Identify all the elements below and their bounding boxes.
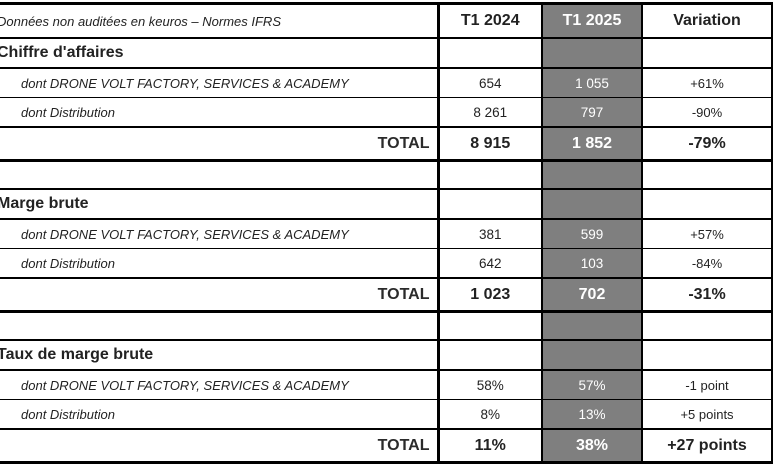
- value-t1-2025: 599: [541, 218, 643, 249]
- total-t1-2025: 38%: [541, 428, 643, 464]
- empty-cell: [641, 37, 773, 69]
- table-row: dont DRONE VOLT FACTORY, SERVICES & ACAD…: [0, 218, 773, 249]
- empty-cell: [437, 339, 543, 371]
- section-title-taux-marge-brute: Taux de marge brute: [0, 339, 440, 371]
- table-row: dont Distribution 8% 13% +5 points: [0, 399, 773, 430]
- value-variation: +57%: [641, 218, 773, 249]
- row-label: dont Distribution: [0, 97, 440, 128]
- total-label: TOTAL: [0, 277, 440, 313]
- total-t1-2024: 11%: [437, 428, 543, 464]
- table-row: dont Distribution 8 261 797 -90%: [0, 97, 773, 128]
- table-row: dont Distribution 642 103 -84%: [0, 248, 773, 279]
- total-t1-2024: 8 915: [437, 126, 543, 162]
- section-header-row: Taux de marge brute: [0, 339, 773, 371]
- empty-cell-highlight: [541, 188, 643, 220]
- value-t1-2024: 58%: [437, 369, 543, 400]
- meta-label: Données non auditées en keuros – Normes …: [0, 2, 440, 39]
- section-header-row: Chiffre d'affaires: [0, 37, 773, 69]
- table-row: dont DRONE VOLT FACTORY, SERVICES & ACAD…: [0, 67, 773, 98]
- empty-cell-highlight: [541, 311, 643, 341]
- col-header-t1-2025: T1 2025: [541, 2, 643, 39]
- empty-cell: [437, 311, 543, 341]
- empty-cell: [641, 160, 773, 190]
- row-label: dont DRONE VOLT FACTORY, SERVICES & ACAD…: [0, 369, 440, 400]
- empty-cell: [437, 188, 543, 220]
- value-t1-2024: 381: [437, 218, 543, 249]
- total-t1-2025: 1 852: [541, 126, 643, 162]
- row-label: dont Distribution: [0, 248, 440, 279]
- empty-cell: [641, 339, 773, 371]
- total-t1-2024: 1 023: [437, 277, 543, 313]
- row-label: dont Distribution: [0, 399, 440, 430]
- value-t1-2025: 13%: [541, 399, 643, 430]
- value-t1-2025: 57%: [541, 369, 643, 400]
- total-variation: +27 points: [641, 428, 773, 464]
- value-t1-2025: 103: [541, 248, 643, 279]
- col-header-variation: Variation: [641, 2, 773, 39]
- spacer-row: [0, 311, 773, 341]
- value-t1-2024: 8%: [437, 399, 543, 430]
- total-variation: -31%: [641, 277, 773, 313]
- total-label: TOTAL: [0, 428, 440, 464]
- total-row: TOTAL 1 023 702 -31%: [0, 277, 773, 313]
- empty-cell-highlight: [541, 160, 643, 190]
- empty-cell: [437, 37, 543, 69]
- col-header-t1-2024: T1 2024: [437, 2, 543, 39]
- value-variation: -1 point: [641, 369, 773, 400]
- empty-cell: [437, 160, 543, 190]
- value-t1-2024: 8 261: [437, 97, 543, 128]
- value-variation: -90%: [641, 97, 773, 128]
- value-variation: +5 points: [641, 399, 773, 430]
- value-t1-2024: 642: [437, 248, 543, 279]
- empty-cell: [641, 188, 773, 220]
- total-row: TOTAL 11% 38% +27 points: [0, 428, 773, 464]
- total-row: TOTAL 8 915 1 852 -79%: [0, 126, 773, 162]
- value-t1-2025: 797: [541, 97, 643, 128]
- empty-cell-highlight: [541, 37, 643, 69]
- value-t1-2025: 1 055: [541, 67, 643, 98]
- header-row: Données non auditées en keuros – Normes …: [0, 2, 773, 39]
- row-label: dont DRONE VOLT FACTORY, SERVICES & ACAD…: [0, 67, 440, 98]
- section-header-row: Marge brute: [0, 188, 773, 220]
- total-label: TOTAL: [0, 126, 440, 162]
- empty-cell-highlight: [541, 339, 643, 371]
- table-row: dont DRONE VOLT FACTORY, SERVICES & ACAD…: [0, 369, 773, 400]
- value-variation: +61%: [641, 67, 773, 98]
- total-t1-2025: 702: [541, 277, 643, 313]
- value-t1-2024: 654: [437, 67, 543, 98]
- section-title-marge-brute: Marge brute: [0, 188, 440, 220]
- empty-cell: [641, 311, 773, 341]
- value-variation: -84%: [641, 248, 773, 279]
- spacer-row: [0, 160, 773, 190]
- empty-cell: [0, 311, 440, 341]
- section-title-chiffre-affaires: Chiffre d'affaires: [0, 37, 440, 69]
- empty-cell: [0, 160, 440, 190]
- row-label: dont DRONE VOLT FACTORY, SERVICES & ACAD…: [0, 218, 440, 249]
- total-variation: -79%: [641, 126, 773, 162]
